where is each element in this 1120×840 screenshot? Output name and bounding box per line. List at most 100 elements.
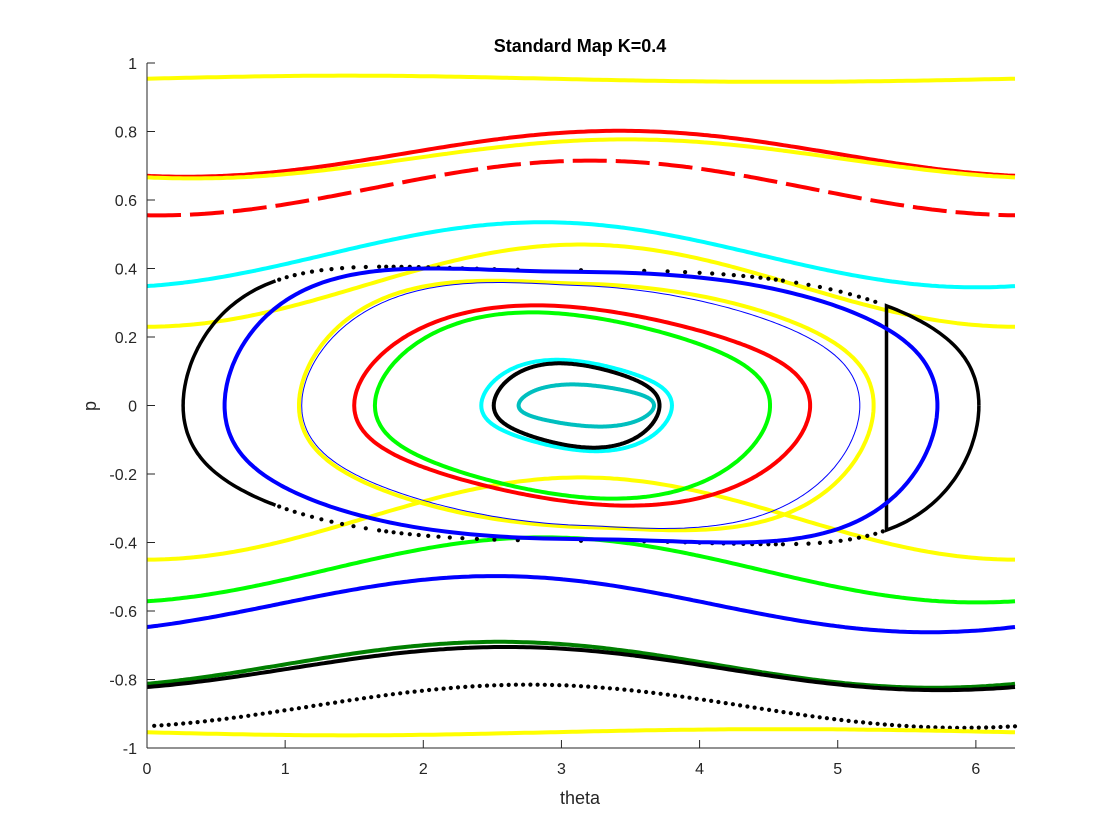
orbit-point <box>363 526 368 531</box>
orbit-point <box>832 717 837 722</box>
orbit-1-invariant-curve <box>146 128 1016 179</box>
orbit-point <box>470 684 475 689</box>
orbit-point <box>773 277 778 282</box>
orbit-point <box>238 714 244 719</box>
orbit-point <box>231 715 236 720</box>
orbit-point <box>361 696 367 701</box>
orbit-point <box>340 521 345 527</box>
orbit-point <box>817 284 823 290</box>
orbit-point <box>710 271 715 276</box>
orbit-point <box>741 273 746 279</box>
orbit-point <box>377 264 382 269</box>
orbit-point <box>636 689 642 694</box>
orbit-point <box>868 721 873 726</box>
y-tick-label: 0.8 <box>115 125 137 142</box>
orbit-point <box>202 719 207 724</box>
x-tick-label: 2 <box>419 761 428 778</box>
orbit-point <box>861 720 866 725</box>
orbit-point <box>369 695 374 700</box>
orbit-point <box>897 723 902 728</box>
orbit-point <box>773 542 778 547</box>
orbit-point <box>781 710 786 715</box>
orbit-point <box>427 687 432 693</box>
orbit-point <box>210 718 215 723</box>
x-axis-label: theta <box>560 788 601 808</box>
orbit-point <box>484 683 490 688</box>
orbit-point <box>304 705 309 710</box>
chain-upper-branch <box>146 73 1016 84</box>
orbit-point <box>166 722 171 727</box>
orbit-point <box>904 723 909 729</box>
orbit-point <box>998 724 1003 730</box>
orbit-point <box>750 274 755 279</box>
orbit-point <box>542 682 547 687</box>
orbit-point <box>889 722 895 728</box>
x-tick-label: 5 <box>833 761 842 778</box>
orbit-point <box>918 724 924 729</box>
orbit-point <box>774 708 779 714</box>
orbit-point <box>460 536 465 541</box>
orbit-point <box>301 271 306 276</box>
orbit-6-invariant-curve <box>147 475 1015 562</box>
orbit-point <box>828 287 833 292</box>
orbit-point <box>803 713 808 718</box>
orbit-point <box>947 725 953 730</box>
orbit-point <box>828 539 833 545</box>
orbit-point <box>282 708 287 713</box>
orbit-point <box>817 540 823 546</box>
orbit-point <box>277 277 282 282</box>
orbit-point <box>296 706 301 711</box>
orbit-point <box>376 694 381 699</box>
orbit-point <box>940 725 945 730</box>
orbit-point <box>351 524 356 529</box>
orbit-point <box>926 725 931 730</box>
orbit-point <box>600 685 605 690</box>
orbit-point <box>788 711 793 716</box>
orbit-point <box>665 269 670 274</box>
orbit-point <box>492 537 497 542</box>
orbit-21-island-orbit <box>516 382 656 429</box>
orbit-point <box>292 509 297 514</box>
orbit-point <box>426 533 431 539</box>
orbit-point <box>586 684 591 689</box>
orbit-point <box>441 686 446 691</box>
orbit-point <box>340 266 345 271</box>
orbit-point <box>882 722 887 727</box>
orbit-point <box>984 725 989 730</box>
orbit-point <box>159 723 164 728</box>
orbit-point <box>933 725 938 730</box>
orbit-point <box>224 716 229 721</box>
orbit-point <box>499 683 504 688</box>
orbit-point <box>412 689 417 694</box>
orbit-point <box>853 719 859 724</box>
orbit-point <box>463 684 468 690</box>
orbit-point <box>593 685 598 690</box>
orbit-point <box>955 725 960 730</box>
orbit-point <box>687 695 692 700</box>
orbit-point <box>723 701 728 706</box>
orbit-point <box>557 683 562 688</box>
orbit-point <box>701 697 707 702</box>
orbit-point <box>188 720 193 725</box>
orbit-point <box>416 532 421 538</box>
orbit-point <box>806 541 811 546</box>
orbit-point <box>578 684 584 689</box>
orbit-14-island-orbit <box>222 266 940 545</box>
orbit-point <box>325 701 330 706</box>
orbit-point <box>419 688 424 693</box>
chart-title: Standard Map K=0.4 <box>494 36 667 56</box>
y-tick-label: 0.4 <box>115 262 137 279</box>
orbit-point <box>976 725 981 730</box>
orbit-10-invariant-curve <box>146 645 1016 693</box>
orbit-point <box>856 535 862 540</box>
orbit-point <box>318 702 323 707</box>
orbit-17-island-orbit <box>352 303 813 508</box>
orbit-8-invariant-curve <box>146 574 1016 635</box>
orbit-point <box>651 690 656 696</box>
orbit-point <box>1005 724 1010 729</box>
orbit-point <box>780 278 786 283</box>
orbit-point <box>766 276 771 281</box>
y-tick-label: -0.6 <box>109 604 137 621</box>
orbit-point <box>277 504 282 509</box>
